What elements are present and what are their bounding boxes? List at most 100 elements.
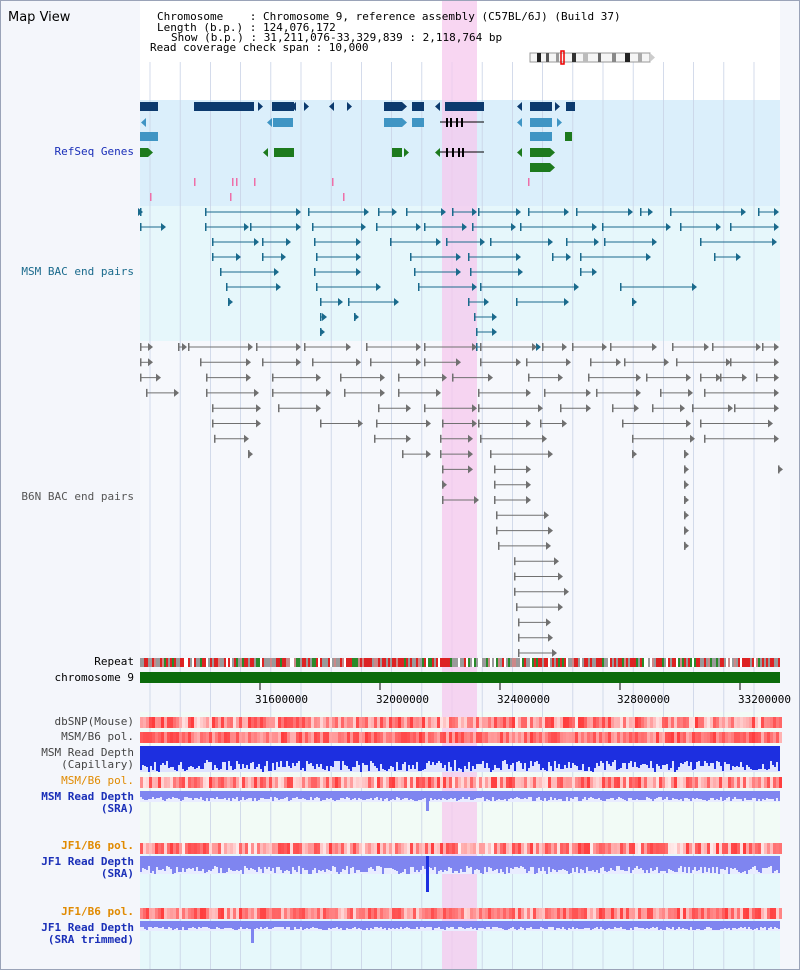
gene-exon	[452, 148, 454, 157]
depth-bar	[218, 921, 220, 928]
track-label-chromosome[interactable]: chromosome 9	[54, 671, 134, 684]
polymorphism-cell	[695, 843, 698, 854]
track-label-refseq[interactable]: RefSeq Genes	[54, 145, 134, 158]
depth-bar	[264, 791, 266, 799]
track-label-repeat[interactable]: Repeat	[94, 655, 134, 668]
repeat-segment	[484, 658, 486, 667]
depth-bar	[228, 746, 230, 761]
polymorphism-cell	[260, 732, 263, 743]
depth-bar	[244, 746, 246, 768]
depth-bar	[266, 746, 268, 761]
depth-bar	[490, 791, 492, 801]
b6n-bac-pair-end	[256, 343, 258, 351]
depth-bar	[404, 856, 406, 869]
depth-bar	[480, 921, 482, 928]
depth-bar	[756, 791, 758, 801]
msm-bac-pair-end	[648, 208, 653, 216]
track-label-msm-bac[interactable]: MSM BAC end pairs	[21, 265, 134, 278]
b6n-bac-pair-end	[562, 343, 567, 351]
b6n-bac-pair-end	[278, 404, 280, 413]
depth-bar	[468, 746, 470, 762]
depth-bar	[524, 856, 526, 869]
depth-bar	[290, 921, 292, 930]
depth-bar	[490, 856, 492, 868]
repeat-segment	[730, 658, 732, 667]
depth-bar	[684, 856, 686, 867]
repeat-segment	[264, 658, 266, 667]
polymorphism-cell	[515, 777, 518, 788]
depth-bar	[360, 746, 362, 772]
depth-bar	[518, 856, 520, 868]
depth-bar	[672, 746, 674, 761]
track-label-msm-depth-capillary[interactable]: MSM Read Depth	[41, 746, 134, 759]
polymorphism-cell	[764, 777, 767, 788]
polymorphism-cell	[599, 908, 602, 919]
polymorphism-cell	[623, 908, 626, 919]
depth-bar	[706, 921, 708, 927]
depth-bar	[322, 856, 324, 870]
polymorphism-cell	[158, 732, 161, 743]
track-label-jf1-b6-pol-2[interactable]: JF1/B6 pol.	[61, 905, 134, 918]
polymorphism-cell	[497, 717, 500, 728]
depth-bar	[198, 746, 200, 766]
depth-bar	[144, 791, 146, 800]
msm-bac-pair-end	[452, 208, 454, 216]
depth-bar	[330, 746, 332, 766]
depth-bar	[470, 856, 472, 867]
depth-bar	[350, 746, 352, 771]
depth-bar	[592, 791, 594, 798]
polymorphism-cell	[449, 843, 452, 854]
polymorphism-cell	[716, 843, 719, 854]
polymorphism-cell	[536, 843, 539, 854]
b6n-bac-pair-end	[684, 480, 689, 489]
depth-bar	[640, 921, 642, 928]
polymorphism-cell	[716, 732, 719, 743]
depth-bar	[488, 921, 490, 927]
depth-bar	[688, 791, 690, 799]
track-label-msm-b6-pol-2[interactable]: MSM/B6 pol.	[61, 774, 134, 787]
polymorphism-cell	[632, 908, 635, 919]
depth-bar	[620, 921, 622, 927]
b6n-bac-pair-end	[480, 434, 482, 443]
depth-bar	[690, 746, 692, 762]
polymorphism-cell	[725, 717, 728, 728]
depth-bar	[492, 746, 494, 770]
depth-bar	[446, 791, 448, 800]
polymorphism-cell	[524, 732, 527, 743]
depth-bar	[748, 791, 750, 800]
depth-bar	[142, 791, 144, 799]
depth-bar	[220, 746, 222, 769]
track-label-b6n-bac[interactable]: B6N BAC end pairs	[21, 490, 134, 503]
track-label-dbsnp[interactable]: dbSNP(Mouse)	[54, 715, 134, 728]
polymorphism-cell	[347, 777, 350, 788]
repeat-segment	[180, 658, 182, 667]
depth-bar	[476, 856, 478, 869]
polymorphism-cell	[308, 732, 311, 743]
track-label-jf1-depth-sra[interactable]: JF1 Read Depth	[41, 855, 134, 868]
depth-bar	[196, 921, 198, 929]
polymorphism-cell	[368, 717, 371, 728]
depth-bar	[722, 746, 724, 771]
track-label-jf1-b6-pol[interactable]: JF1/B6 pol.	[61, 839, 134, 852]
polymorphism-cell	[533, 908, 536, 919]
depth-bar	[716, 746, 718, 761]
track-label-msm-depth-sra[interactable]: MSM Read Depth	[41, 790, 134, 803]
depth-bar	[148, 921, 150, 927]
depth-bar	[152, 856, 154, 871]
track-label-msm-b6-pol[interactable]: MSM/B6 pol.	[61, 730, 134, 743]
polymorphism-cell	[185, 717, 188, 728]
polymorphism-cell	[344, 908, 347, 919]
polymorphism-cell	[245, 843, 248, 854]
polymorphism-cell	[461, 843, 464, 854]
polymorphism-cell	[737, 908, 740, 919]
track-label-jf1-depth-trimmed[interactable]: JF1 Read Depth	[41, 921, 134, 934]
depth-bar	[182, 746, 184, 769]
b6n-bac-pair-end	[734, 404, 736, 413]
b6n-bac-pair-end	[774, 434, 779, 443]
polymorphism-cell	[395, 843, 398, 854]
depth-bar	[490, 921, 492, 929]
polymorphism-cell	[416, 717, 419, 728]
polymorphism-cell	[608, 908, 611, 919]
depth-bar	[658, 856, 660, 873]
